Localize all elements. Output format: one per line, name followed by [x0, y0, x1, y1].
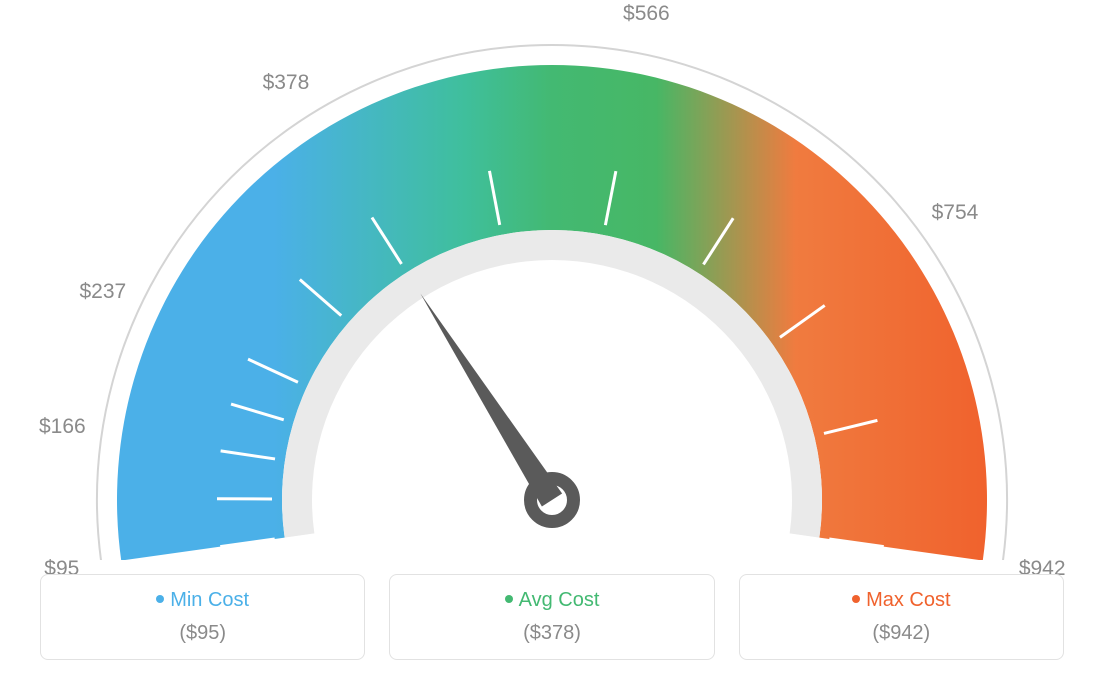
legend-title-min-text: Min Cost [170, 589, 249, 611]
legend-dot-avg [505, 595, 513, 603]
gauge-svg [0, 0, 1104, 560]
gauge-tick-label: $566 [623, 2, 670, 26]
legend-card-max: Max Cost ($942) [739, 574, 1064, 660]
legend-value-max: ($942) [748, 622, 1055, 645]
legend-row: Min Cost ($95) Avg Cost ($378) Max Cost … [40, 574, 1064, 660]
legend-card-avg: Avg Cost ($378) [389, 574, 714, 660]
legend-title-max-text: Max Cost [866, 589, 950, 611]
legend-dot-max [852, 595, 860, 603]
legend-title-max: Max Cost [748, 589, 1055, 612]
legend-title-avg-text: Avg Cost [519, 589, 600, 611]
gauge-area: $95$166$237$378$566$754$942 [0, 0, 1104, 560]
gauge-chart-container: $95$166$237$378$566$754$942 Min Cost ($9… [0, 0, 1104, 690]
gauge-tick-label: $754 [932, 201, 979, 225]
gauge-tick-label: $166 [39, 415, 86, 439]
legend-title-avg: Avg Cost [398, 589, 705, 612]
legend-value-min: ($95) [49, 622, 356, 645]
legend-card-min: Min Cost ($95) [40, 574, 365, 660]
gauge-tick-label: $237 [80, 280, 127, 304]
legend-title-min: Min Cost [49, 589, 356, 612]
legend-dot-min [156, 595, 164, 603]
legend-value-avg: ($378) [398, 622, 705, 645]
gauge-tick-label: $378 [263, 71, 310, 95]
